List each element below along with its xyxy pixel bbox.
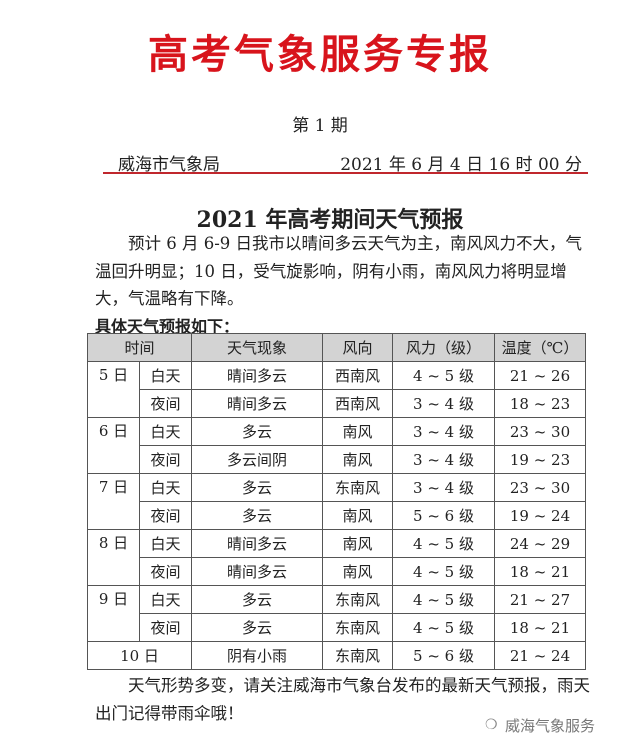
cell-wind-direction: 东南风 bbox=[322, 613, 393, 642]
cell-weather: 晴间多云 bbox=[191, 361, 323, 390]
cell-wind-force: 4 ~ 5 级 bbox=[392, 529, 495, 558]
cell-weather: 多云 bbox=[191, 473, 323, 502]
cell-date: 7 日 bbox=[87, 473, 140, 530]
cell-wind-direction: 西南风 bbox=[322, 389, 393, 418]
cell-wind-force: 4 ~ 5 级 bbox=[392, 613, 495, 642]
cell-wind-direction: 南风 bbox=[322, 557, 393, 586]
issue-number: 第 1 期 bbox=[292, 116, 348, 136]
cell-wind-direction: 南风 bbox=[322, 501, 393, 530]
cell-temperature: 21 ~ 27 bbox=[494, 585, 586, 614]
cell-period: 夜间 bbox=[139, 445, 192, 474]
cell-date: 8 日 bbox=[87, 529, 140, 586]
cell-weather: 阴有小雨 bbox=[191, 641, 323, 670]
table-row: 5 日白天 晴间多云 西南风 4 ~ 5 级 21 ~ 26 bbox=[87, 361, 586, 418]
table-row: 8 日白天 晴间多云 南风 4 ~ 5 级 24 ~ 29 bbox=[87, 529, 586, 586]
cell-period: 白天 bbox=[139, 585, 192, 614]
cell-temperature: 18 ~ 21 bbox=[494, 557, 586, 586]
cell-period: 夜间 bbox=[139, 501, 192, 530]
cell-wind-direction: 东南风 bbox=[322, 585, 393, 614]
cell-temperature: 24 ~ 29 bbox=[494, 529, 586, 558]
table-row: 夜间 多云 东南风 4 ~ 5 级 18 ~ 21 bbox=[88, 613, 586, 642]
cell-temperature: 23 ~ 30 bbox=[494, 473, 586, 502]
cell-wind-direction: 西南风 bbox=[322, 361, 393, 390]
cell-wind-direction: 南风 bbox=[322, 445, 393, 474]
closing-paragraph: 天气形势多变，请关注威海市气象台发布的最新天气预报，雨天出门记得带雨伞哦！ bbox=[95, 676, 590, 723]
bureau-name: 威海市气象局 bbox=[118, 155, 220, 175]
cell-wind-direction: 南风 bbox=[322, 529, 393, 558]
cell-weather: 多云 bbox=[191, 585, 323, 614]
cell-period: 白天 bbox=[139, 417, 192, 446]
cell-temperature: 19 ~ 23 bbox=[494, 445, 586, 474]
wechat-icon: ❍ bbox=[485, 717, 498, 733]
cell-date: 10 日 bbox=[87, 641, 192, 670]
cell-weather: 多云 bbox=[191, 501, 323, 530]
cell-temperature: 19 ~ 24 bbox=[494, 501, 586, 530]
header-weather: 天气现象 bbox=[191, 333, 323, 362]
header-wind-direction: 风向 bbox=[322, 333, 393, 362]
cell-weather: 晴间多云 bbox=[191, 389, 323, 418]
cell-period: 白天 bbox=[139, 361, 192, 390]
cell-wind-direction: 南风 bbox=[322, 417, 393, 446]
cell-wind-force: 5 ~ 6 级 bbox=[392, 501, 495, 530]
cell-wind-direction: 东南风 bbox=[322, 473, 393, 502]
cell-wind-force: 3 ~ 4 级 bbox=[392, 445, 495, 474]
table-row: 6 日白天 多云 南风 3 ~ 4 级 23 ~ 30 bbox=[87, 417, 586, 474]
table-row: 夜间 晴间多云 西南风 3 ~ 4 级 18 ~ 23 bbox=[88, 389, 586, 418]
cell-wind-force: 4 ~ 5 级 bbox=[392, 557, 495, 586]
table-row: 9 日白天 多云 东南风 4 ~ 5 级 21 ~ 27 bbox=[87, 585, 586, 642]
cell-wind-force: 4 ~ 5 级 bbox=[392, 585, 495, 614]
cell-temperature: 21 ~ 24 bbox=[494, 641, 586, 670]
cell-temperature: 18 ~ 21 bbox=[494, 613, 586, 642]
cell-weather: 多云间阴 bbox=[191, 445, 323, 474]
header-wind-force: 风力（级） bbox=[392, 333, 495, 362]
cell-wind-force: 5 ~ 6 级 bbox=[392, 641, 495, 670]
report-title: 高考气象服务专报 bbox=[148, 31, 492, 78]
table-row: 夜间 多云 南风 5 ~ 6 级 19 ~ 24 bbox=[88, 501, 586, 530]
table-header-row: 时间 天气现象 风向 风力（级） 温度（℃） bbox=[87, 333, 586, 362]
cell-period: 夜间 bbox=[139, 557, 192, 586]
subheading: 具体天气预报如下： bbox=[95, 317, 240, 336]
header-divider bbox=[103, 172, 588, 174]
cell-weather: 晴间多云 bbox=[191, 529, 323, 558]
watermark: 威海气象服务 bbox=[505, 717, 596, 735]
table-row: 10 日阴有小雨 东南风 5 ~ 6 级 21 ~ 24 bbox=[87, 641, 586, 670]
cell-period: 白天 bbox=[139, 529, 192, 558]
cell-date: 6 日 bbox=[87, 417, 140, 474]
cell-wind-force: 4 ~ 5 级 bbox=[392, 361, 495, 390]
cell-wind-force: 3 ~ 4 级 bbox=[392, 473, 495, 502]
cell-temperature: 23 ~ 30 bbox=[494, 417, 586, 446]
cell-temperature: 18 ~ 23 bbox=[494, 389, 586, 418]
table-row: 7 日白天 多云 东南风 3 ~ 4 级 23 ~ 30 bbox=[87, 473, 586, 530]
cell-wind-force: 3 ~ 4 级 bbox=[392, 389, 495, 418]
cell-period: 夜间 bbox=[139, 613, 192, 642]
cell-date: 9 日 bbox=[87, 585, 140, 642]
document-title: 2021 年高考期间天气预报 bbox=[196, 207, 464, 233]
cell-wind-direction: 东南风 bbox=[322, 641, 393, 670]
cell-weather: 晴间多云 bbox=[191, 557, 323, 586]
header-temperature: 温度（℃） bbox=[494, 333, 586, 362]
cell-weather: 多云 bbox=[191, 417, 323, 446]
cell-temperature: 21 ~ 26 bbox=[494, 361, 586, 390]
header-time: 时间 bbox=[87, 333, 192, 362]
issue-date: 2021 年 6 月 4 日 16 时 00 分 bbox=[340, 155, 582, 175]
table-row: 夜间 晴间多云 南风 4 ~ 5 级 18 ~ 21 bbox=[88, 557, 586, 586]
cell-period: 夜间 bbox=[139, 389, 192, 418]
intro-paragraph: 预计 6 月 6-9 日我市以晴间多云天气为主，南风风力不大，气温回升明显；10… bbox=[95, 234, 583, 308]
cell-wind-force: 3 ~ 4 级 bbox=[392, 417, 495, 446]
cell-weather: 多云 bbox=[191, 613, 323, 642]
cell-period: 白天 bbox=[139, 473, 192, 502]
cell-date: 5 日 bbox=[87, 361, 140, 418]
forecast-table: 时间 天气现象 风向 风力（级） 温度（℃） 5 日白天 晴间多云 西南风 4 ~ 5… bbox=[87, 333, 586, 670]
table-row: 夜间 多云间阴 南风 3 ~ 4 级 19 ~ 23 bbox=[88, 445, 586, 474]
